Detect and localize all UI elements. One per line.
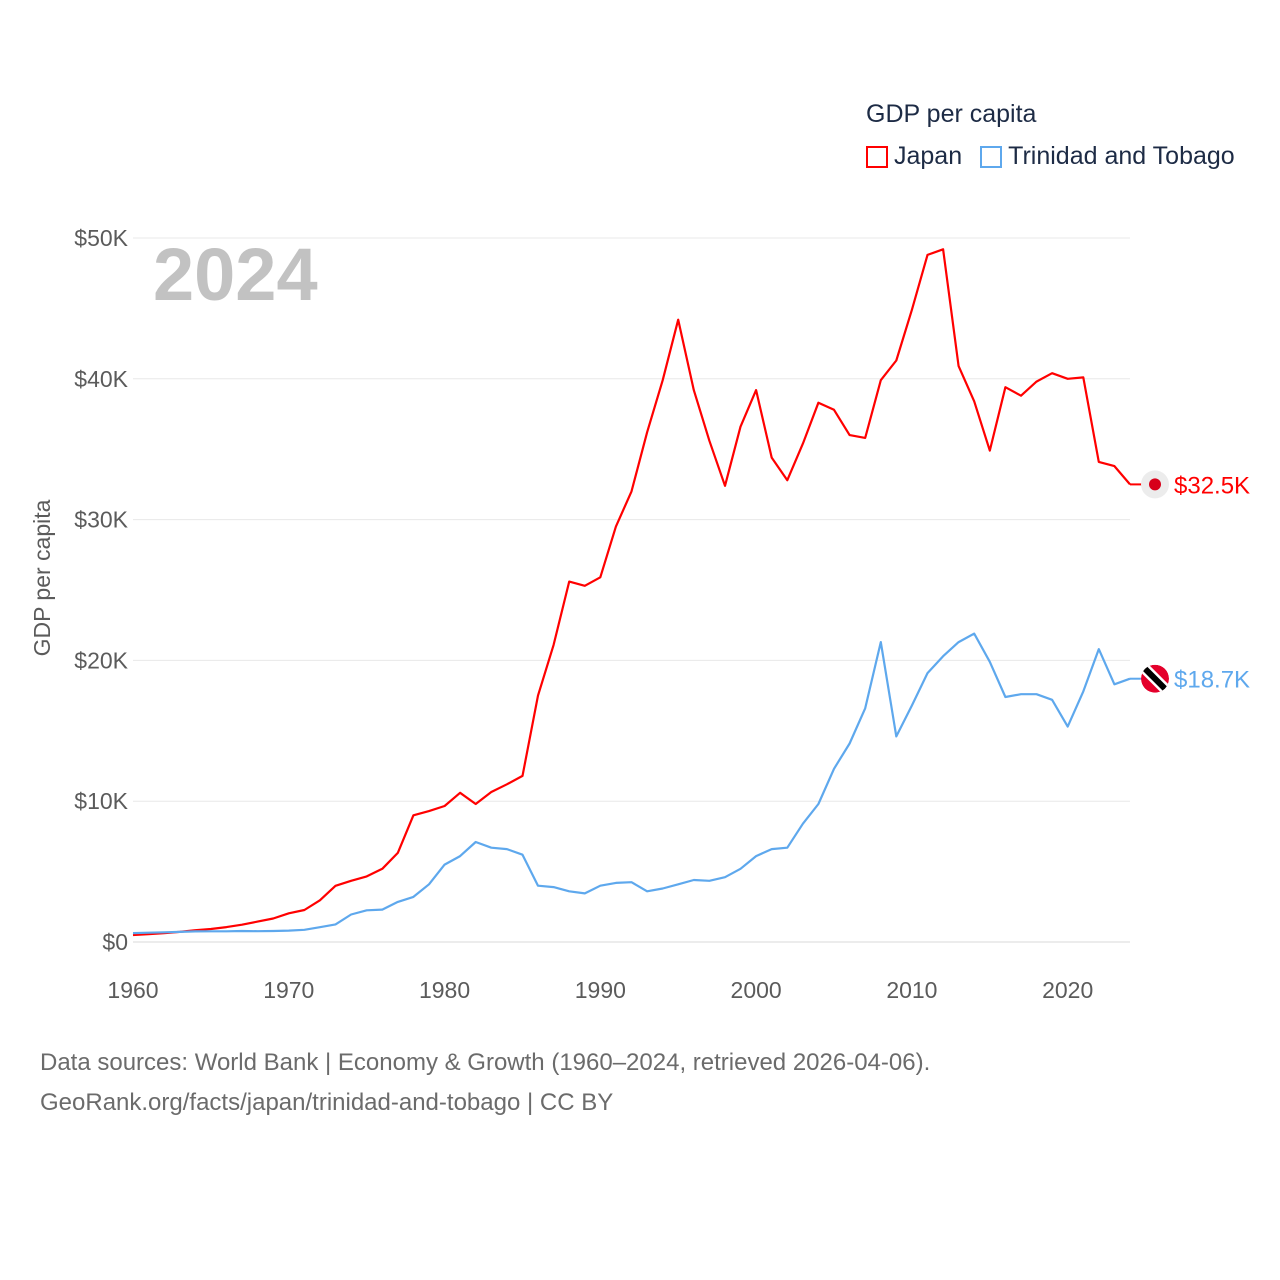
legend-item-japan[interactable]: Japan [866, 142, 962, 171]
legend-item-trinidad[interactable]: Trinidad and Tobago [980, 142, 1235, 171]
legend-title: GDP per capita [866, 100, 1037, 128]
end-value-label: $18.7K [1174, 667, 1250, 694]
y-tick-label: $0 [102, 929, 128, 955]
end-value-label: $32.5K [1174, 472, 1250, 499]
series-line-japan [132, 248, 1131, 937]
x-tick-label: 1970 [263, 977, 314, 1003]
x-tick-label: 1960 [107, 977, 158, 1003]
x-tick-label: 2000 [731, 977, 782, 1003]
y-tick-label: $50K [74, 225, 128, 251]
japan-flag-dot [1149, 478, 1161, 491]
footer-sources: Data sources: World Bank | Economy & Gro… [40, 1049, 931, 1076]
y-axis-label: GDP per capita [29, 499, 55, 656]
legend-label-trinidad: Trinidad and Tobago [1008, 142, 1235, 170]
x-tick-label: 2020 [1042, 977, 1093, 1003]
footer: Data sources: World Bank | Economy & Gro… [40, 1043, 930, 1123]
y-tick-label: $30K [74, 507, 128, 533]
year-watermark: 2024 [153, 233, 318, 316]
x-tick-label: 1990 [575, 977, 626, 1003]
legend-label-japan: Japan [894, 142, 963, 170]
footer-link[interactable]: GeoRank.org/facts/japan/trinidad-and-tob… [40, 1089, 614, 1116]
x-tick-label: 2010 [886, 977, 937, 1003]
trinidad-flag-icon [1141, 664, 1169, 693]
legend: Japan Trinidad and Tobago [866, 142, 1253, 171]
legend-swatch-japan [866, 145, 888, 168]
y-tick-label: $20K [74, 647, 128, 673]
y-tick-label: $10K [74, 788, 128, 814]
y-tick-label: $40K [74, 366, 128, 392]
x-tick-label: 1980 [419, 977, 470, 1003]
legend-swatch-trinidad [980, 145, 1003, 168]
series-line-trinidad-and-tobago [132, 632, 1131, 935]
